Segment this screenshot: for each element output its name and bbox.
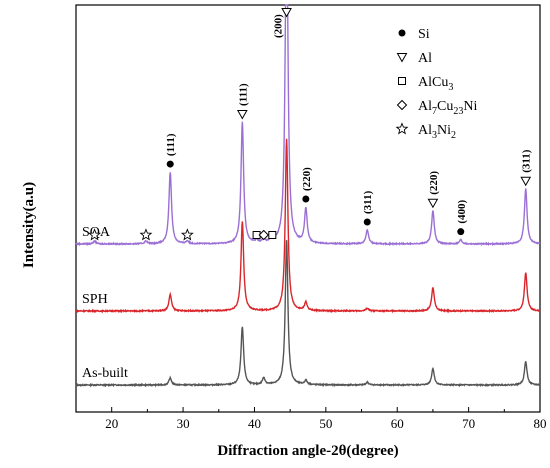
series-line-as-built	[75, 240, 541, 388]
x-tick-label: 70	[462, 416, 475, 431]
series-label: As-built	[82, 366, 128, 381]
legend-text-part: 3	[448, 82, 453, 93]
x-tick-label: 40	[248, 416, 261, 431]
peak-marker-down-triangle	[520, 176, 532, 187]
series-line-sqa	[75, 4, 541, 247]
peak-marker-diamond	[258, 229, 269, 241]
series-label: SPH	[82, 292, 108, 307]
legend-marker-star	[395, 122, 409, 135]
peak-marker-down-triangle	[236, 109, 248, 120]
legend-text-part: Al	[418, 51, 432, 66]
legend-entry: Al	[418, 51, 432, 66]
peak-label: (311)	[521, 149, 533, 173]
peak-marker-down-triangle	[281, 8, 292, 18]
y-axis-title: Intensity(a.u)	[21, 182, 37, 268]
peak-marker-star	[88, 228, 101, 241]
legend-text-part: AlCu	[418, 75, 448, 90]
x-axis-title: Diffraction angle-2θ(degree)	[217, 443, 398, 459]
legend-marker-square	[398, 77, 406, 85]
x-tick-label: 50	[319, 416, 332, 431]
x-tick-label: 30	[177, 416, 190, 431]
plot-frame	[75, 4, 541, 413]
peak-label: (311)	[362, 190, 374, 214]
peak-marker-square	[268, 231, 277, 239]
legend-text-part: Al	[418, 99, 432, 114]
legend-text-part: 2	[451, 130, 456, 141]
peak-label: (220)	[301, 167, 313, 191]
peak-marker-down-triangle	[427, 198, 439, 209]
legend-text-part: Ni	[437, 123, 451, 138]
legend-entry: Al7Cu23Ni	[418, 99, 477, 117]
legend-text-part: 3	[432, 130, 437, 141]
legend-text-part: 23	[453, 106, 463, 117]
legend-text-part: Si	[418, 27, 430, 42]
peak-marker-filled-circle	[302, 195, 310, 203]
peak-marker-filled-circle	[363, 218, 371, 226]
series-line-sph	[75, 138, 541, 314]
legend-entry: AlCu3	[418, 75, 453, 93]
x-tick-label: 80	[534, 416, 547, 431]
legend-marker-filled-circle	[398, 29, 406, 37]
peak-label: (111)	[165, 133, 177, 156]
peak-label: (220)	[428, 171, 440, 195]
legend-marker-diamond	[396, 99, 408, 111]
peak-label: (111)	[237, 83, 249, 106]
x-tick-label: 20	[105, 416, 118, 431]
legend-text-part: Al	[418, 123, 432, 138]
peak-marker-filled-circle	[457, 228, 465, 236]
series-label: SQA	[82, 225, 111, 240]
peak-label: (400)	[456, 200, 468, 224]
legend-entry: Al3Ni2	[418, 123, 456, 141]
legend-entry: Si	[418, 27, 430, 42]
x-tick-label: 60	[391, 416, 404, 431]
peak-label: (200)	[273, 14, 285, 38]
peak-marker-filled-circle	[166, 160, 174, 168]
legend-text-part: Cu	[437, 99, 453, 114]
legend-text-part: Ni	[463, 99, 477, 114]
peak-marker-star	[139, 228, 153, 241]
legend-marker-down-triangle	[396, 53, 408, 63]
legend-text-part: 7	[432, 106, 437, 117]
peak-marker-star	[180, 228, 194, 241]
